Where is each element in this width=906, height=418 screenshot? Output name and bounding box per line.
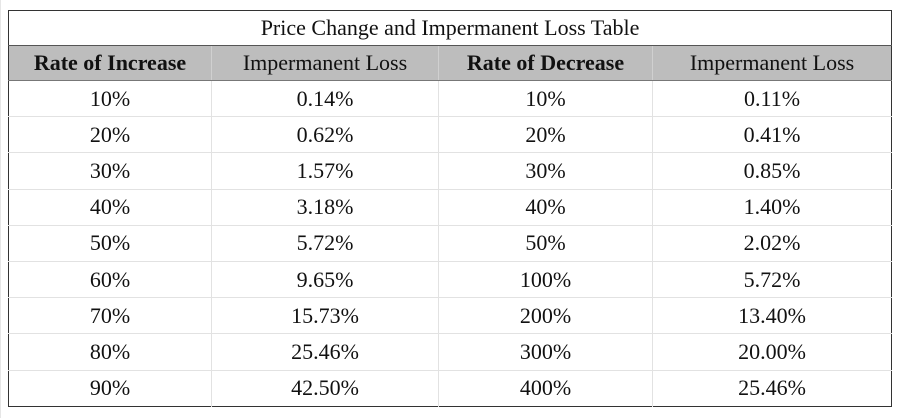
header-rate-of-decrease[interactable]: Rate of Decrease [438, 45, 653, 81]
table-header-row: Rate of Increase Impermanent Loss Rate o… [8, 45, 892, 81]
cell-loss-decrease[interactable]: 25.46% [738, 375, 806, 401]
table-row: 70% 15.73% 200% 13.40% [8, 297, 892, 335]
cell-loss-increase[interactable]: 42.50% [211, 370, 439, 407]
table-row: 40% 3.18% 40% 1.40% [8, 189, 892, 226]
cell-loss-increase[interactable]: 0.62% [211, 116, 439, 154]
header-impermanent-loss-increase[interactable]: Impermanent Loss [211, 45, 439, 81]
cell-rate-increase[interactable]: 30% [8, 152, 212, 190]
cell-rate-decrease[interactable]: 100% [438, 261, 653, 299]
cell-rate-increase[interactable]: 20% [8, 116, 212, 154]
cell-loss-increase[interactable]: 1.57% [211, 152, 439, 190]
table-title[interactable]: Price Change and Impermanent Loss Table [8, 10, 892, 46]
cell-loss-increase[interactable]: 15.73% [211, 297, 439, 335]
cell-rate-increase[interactable]: 80% [8, 333, 212, 371]
cell-loss-increase[interactable]: 5.72% [211, 225, 439, 262]
cell-loss-increase[interactable]: 9.65% [211, 261, 439, 299]
cell-rate-decrease[interactable]: 30% [438, 152, 653, 190]
cell-rate-decrease[interactable]: 10% [438, 80, 653, 118]
header-rate-of-increase[interactable]: Rate of Increase [8, 45, 212, 81]
table-row: 60% 9.65% 100% 5.72% [8, 261, 892, 299]
impermanent-loss-table: Price Change and Impermanent Loss Table … [8, 10, 893, 407]
cell-loss-decrease[interactable]: 5.72% [652, 261, 892, 299]
table-row: 50% 5.72% 50% 2.02% [8, 225, 892, 262]
cell-loss-decrease[interactable]: 0.41% [652, 116, 892, 154]
table-title-row: Price Change and Impermanent Loss Table [8, 10, 892, 46]
cell-rate-increase[interactable]: 40% [8, 189, 212, 226]
cell-rate-increase[interactable]: 50% [8, 225, 212, 262]
table-row: 30% 1.57% 30% 0.85% [8, 152, 892, 190]
cell-rate-decrease[interactable]: 20% [438, 116, 653, 154]
cell-loss-increase[interactable]: 3.18% [211, 189, 439, 226]
cell-rate-decrease[interactable]: 50% [438, 225, 653, 262]
table-row: 20% 0.62% 20% 0.41% [8, 116, 892, 154]
cell-loss-decrease[interactable]: 13.40% [652, 297, 892, 335]
cell-rate-decrease[interactable]: 400% [438, 370, 653, 407]
cell-loss-decrease[interactable]: 20.00% [652, 333, 892, 371]
cell-loss-decrease[interactable]: 1.40% [652, 189, 892, 226]
cell-rate-decrease[interactable]: 40% [438, 189, 653, 226]
cell-loss-increase[interactable]: 0.14% [211, 80, 439, 118]
cell-loss-increase[interactable]: 25.46% [211, 333, 439, 371]
table-row: 90% 42.50% 400% 25.46% [8, 370, 892, 407]
cell-rate-increase[interactable]: 70% [8, 297, 212, 335]
table-row: 80% 25.46% 300% 20.00% [8, 333, 892, 371]
cell-loss-decrease[interactable]: 0.11% [652, 80, 892, 118]
header-impermanent-loss-decrease[interactable]: Impermanent Loss [652, 45, 892, 81]
cell-rate-decrease[interactable]: 200% [438, 297, 653, 335]
cell-rate-decrease[interactable]: 300% [438, 333, 653, 371]
cell-rate-increase[interactable]: 90% [8, 370, 212, 407]
table-row: 10% 0.14% 10% 0.11% [8, 80, 892, 118]
cell-loss-decrease[interactable]: 0.85% [652, 152, 892, 190]
cell-loss-decrease[interactable]: 2.02% [652, 225, 892, 262]
cell-rate-increase[interactable]: 10% [8, 80, 212, 118]
cell-rate-increase[interactable]: 60% [8, 261, 212, 299]
